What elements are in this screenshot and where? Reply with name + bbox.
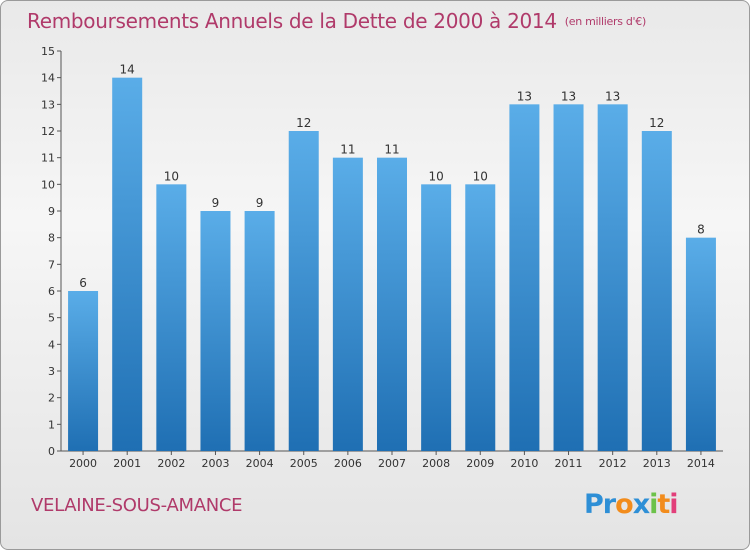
bar-2014 [685, 237, 716, 451]
x-tick-label: 2002 [157, 457, 185, 470]
bar-2007 [377, 157, 407, 451]
data-label: 13 [605, 89, 620, 103]
data-label: 13 [561, 89, 576, 103]
labels-group: 2000 6 2001 14 2002 10 2003 9 2004 9 2005 12 2006 11 2… [69, 63, 715, 470]
logo-letter: i [649, 489, 658, 520]
commune-name: VELAINE-SOUS-AMANCE [31, 495, 243, 516]
bar-2008 [421, 184, 452, 452]
bar-2005 [288, 131, 319, 451]
y-tick-label: 12 [41, 125, 55, 138]
y-tick-label: 0 [48, 445, 55, 458]
y-tick-label: 9 [48, 205, 55, 218]
logo-letter: P [584, 489, 604, 520]
bar-2010 [509, 104, 540, 451]
data-label: 11 [340, 143, 355, 157]
y-tick-label: 8 [48, 232, 55, 245]
y-tick-label: 7 [48, 258, 55, 271]
data-label: 9 [212, 196, 220, 210]
data-label: 9 [256, 196, 264, 210]
bar-2000 [68, 291, 99, 451]
data-label: 12 [649, 116, 664, 130]
x-tick-label: 2003 [201, 457, 229, 470]
y-tick-label: 2 [48, 392, 55, 405]
bar-2003 [200, 211, 231, 451]
logo-letter: i [669, 489, 678, 520]
y-tick-label: 11 [41, 152, 55, 165]
data-label: 6 [79, 276, 87, 290]
y-tick-label: 4 [48, 338, 55, 351]
y-tick-label: 1 [48, 418, 55, 431]
x-tick-label: 2010 [510, 457, 538, 470]
x-tick-label: 2013 [643, 457, 671, 470]
bar-2006 [332, 157, 363, 451]
bar-2004 [244, 211, 275, 451]
data-label: 12 [296, 116, 311, 130]
y-tick-label: 15 [41, 45, 55, 58]
x-tick-label: 2008 [422, 457, 450, 470]
x-tick-label: 2007 [378, 457, 406, 470]
logo-letter: o [615, 489, 634, 520]
y-tick-label: 6 [48, 285, 55, 298]
y-tick-label: 3 [48, 365, 55, 378]
data-label: 8 [697, 223, 705, 237]
x-tick-label: 2009 [466, 457, 494, 470]
data-label: 13 [517, 89, 532, 103]
logo-letter: x [632, 489, 650, 520]
logo-letter: t [657, 489, 670, 520]
x-tick-label: 2000 [69, 457, 97, 470]
x-tick-label: 2001 [113, 457, 141, 470]
y-tick-label: 13 [41, 98, 55, 111]
bar-2011 [553, 104, 584, 451]
data-label: 10 [428, 169, 443, 183]
data-label: 11 [384, 143, 399, 157]
bar-2009 [465, 184, 496, 452]
y-tick-label: 5 [48, 312, 55, 325]
data-label: 10 [164, 169, 179, 183]
x-tick-label: 2006 [334, 457, 362, 470]
y-tick-label: 14 [41, 72, 55, 85]
x-tick-label: 2011 [555, 457, 583, 470]
x-tick-label: 2012 [599, 457, 627, 470]
chart-title: Remboursements Annuels de la Dette de 20… [27, 9, 646, 33]
bar-2013 [641, 131, 672, 451]
x-tick-label: 2014 [687, 457, 715, 470]
x-tick-label: 2005 [290, 457, 318, 470]
bar-2001 [112, 77, 143, 452]
y-tick-label: 10 [41, 178, 55, 191]
bars-group [68, 77, 716, 452]
bar-2002 [156, 184, 187, 452]
x-tick-label: 2004 [246, 457, 274, 470]
bar-2012 [597, 104, 628, 451]
data-label: 10 [473, 169, 488, 183]
chart-title-text: Remboursements Annuels de la Dette de 20… [27, 9, 557, 33]
proxiti-logo: Proxiti [584, 489, 679, 520]
chart-unit: (en milliers d'€) [564, 15, 646, 28]
data-label: 14 [120, 63, 135, 77]
logo-letter: r [602, 489, 616, 520]
